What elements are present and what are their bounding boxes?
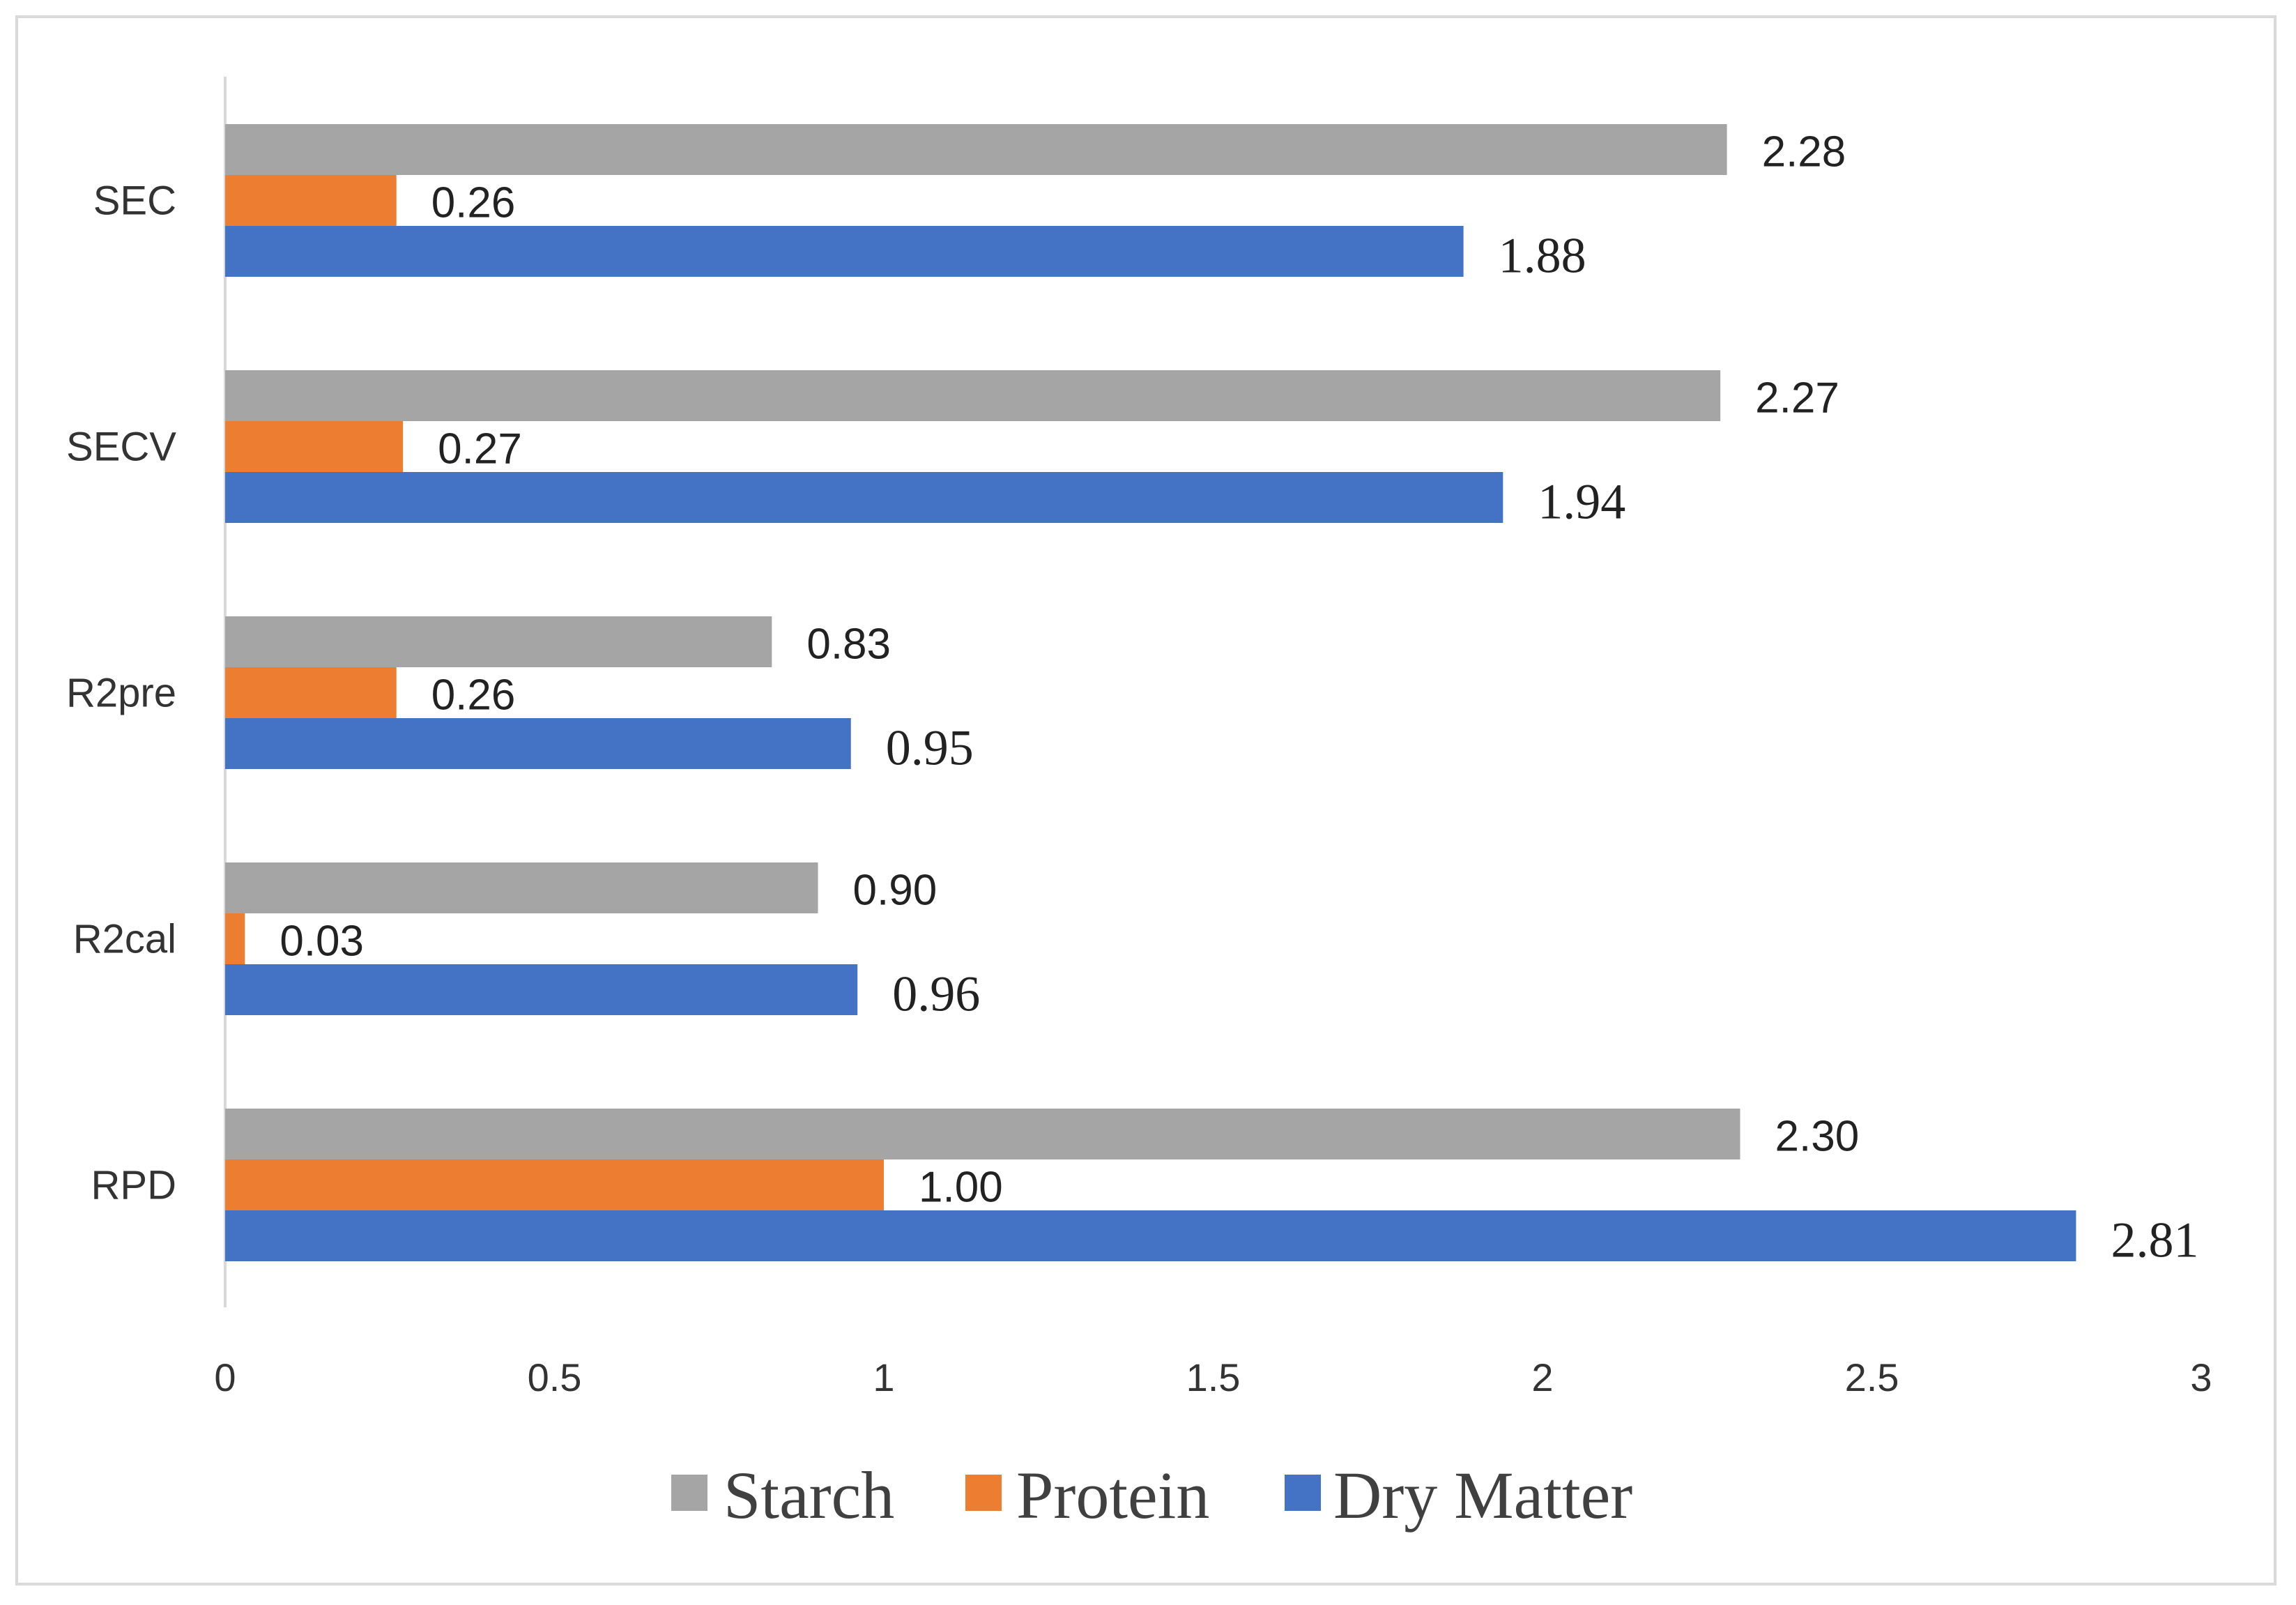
data-label-protein-rpd: 1.00 [919, 1164, 1003, 1212]
category-label-r2cal: R2cal [73, 917, 176, 962]
bar-dry-matter-r2pre [225, 718, 851, 769]
data-label-dry-matter-rpd: 2.81 [2111, 1212, 2198, 1268]
data-label-protein-sec: 0.26 [431, 179, 516, 227]
x-tick-label: 2.5 [1845, 1355, 1899, 1399]
bar-dry-matter-r2cal [225, 964, 858, 1015]
data-label-protein-r2cal: 0.03 [280, 918, 364, 966]
data-label-starch-r2cal: 0.90 [853, 867, 937, 915]
bar-starch-r2pre [225, 616, 772, 667]
legend-label-starch: Starch [724, 1458, 894, 1532]
data-label-protein-secv: 0.27 [438, 425, 522, 473]
x-tick-label: 1 [873, 1355, 894, 1399]
legend-label-dry-matter: Dry Matter [1333, 1458, 1632, 1532]
bar-starch-secv [225, 370, 1721, 421]
chart-frame [15, 15, 2276, 1585]
bar-starch-r2cal [225, 862, 818, 913]
data-label-starch-sec: 2.28 [1762, 128, 1846, 176]
x-tick-label: 0.5 [528, 1355, 582, 1399]
data-label-protein-r2pre: 0.26 [431, 671, 516, 720]
data-label-starch-rpd: 2.30 [1775, 1113, 1860, 1161]
data-label-dry-matter-r2cal: 0.96 [892, 966, 980, 1022]
data-label-dry-matter-r2pre: 0.95 [886, 720, 974, 776]
legend-label-protein: Protein [1016, 1458, 1209, 1532]
bar-dry-matter-sec [225, 226, 1464, 277]
bar-dry-matter-rpd [225, 1210, 2076, 1261]
bar-protein-r2cal [225, 913, 245, 964]
x-tick-label: 0 [214, 1355, 236, 1399]
data-label-starch-r2pre: 0.83 [806, 621, 891, 669]
x-tick-label: 2 [1531, 1355, 1553, 1399]
bar-protein-sec [225, 175, 397, 226]
x-tick-label: 3 [2190, 1355, 2212, 1399]
bar-protein-rpd [225, 1159, 884, 1210]
legend-swatch-dry-matter [1285, 1475, 1321, 1511]
data-label-starch-secv: 2.27 [1755, 374, 1839, 423]
bar-protein-r2pre [225, 667, 397, 718]
data-label-dry-matter-secv: 1.94 [1538, 474, 1625, 530]
category-label-r2pre: R2pre [66, 671, 176, 716]
x-tick-label: 1.5 [1186, 1355, 1241, 1399]
bar-starch-rpd [225, 1109, 1740, 1159]
bar-starch-sec [225, 124, 1727, 175]
category-label-rpd: RPD [91, 1163, 176, 1208]
legend-swatch-starch [671, 1475, 707, 1511]
bar-dry-matter-secv [225, 472, 1503, 523]
category-label-secv: SECV [66, 425, 176, 470]
data-label-dry-matter-sec: 1.88 [1499, 228, 1586, 284]
bar-protein-secv [225, 421, 404, 472]
category-label-sec: SEC [93, 178, 176, 224]
legend-swatch-protein [965, 1475, 1002, 1511]
